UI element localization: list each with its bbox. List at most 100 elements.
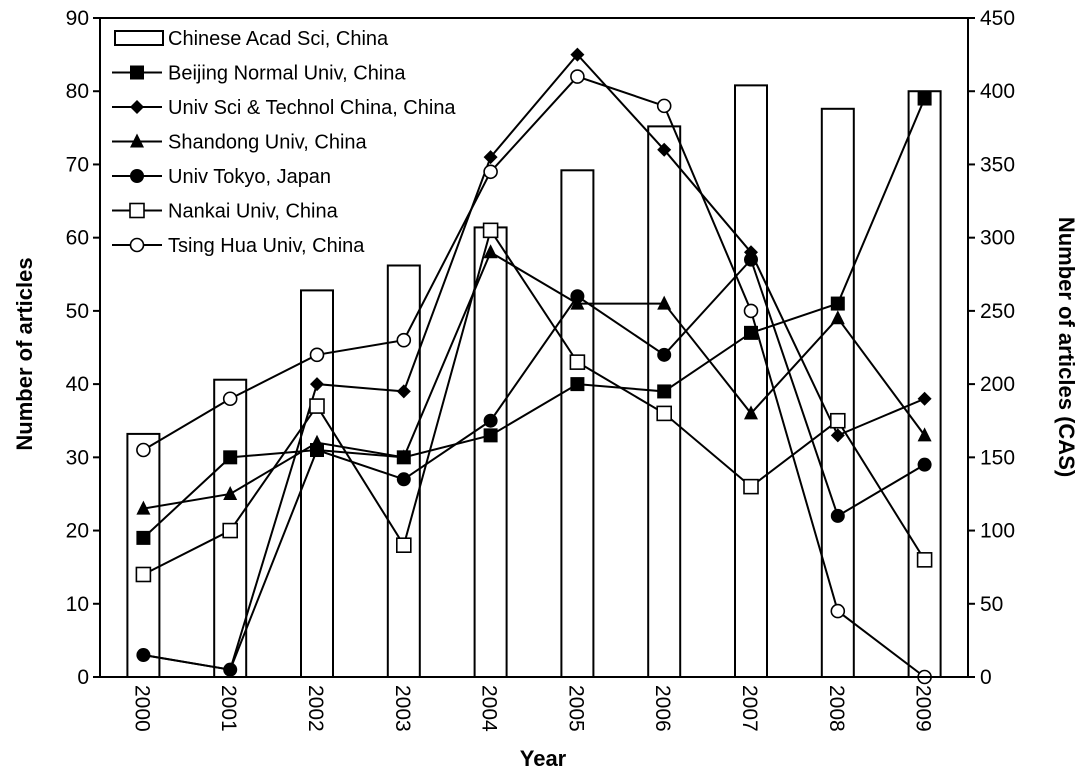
point-tsing-hua-univ-china-2001	[222, 391, 238, 407]
series-line-nankai-univ-china	[142, 227, 926, 576]
bar-2008	[820, 107, 855, 679]
point-beijing-normal-univ-china-2000	[136, 530, 151, 545]
bar-2005	[560, 169, 595, 678]
y2-tick-label: 50	[980, 593, 1003, 616]
point-nankai-univ-china-2000	[135, 566, 152, 583]
point-tsing-hua-univ-china-2005	[570, 69, 585, 84]
x-tick-label: 2008	[825, 685, 848, 732]
y-tick-label: 10	[66, 593, 89, 616]
lines-layer	[135, 47, 933, 685]
legend-marker-univ-sci-technol-china-china	[130, 100, 144, 114]
y-axis-title: Number of articles	[12, 257, 37, 450]
axes-layer: 0 10 20 30 40 50 60 70 80 90 0 50 100 150 200 250 300 350…	[66, 7, 1015, 732]
legend-label: Beijing Normal Univ, China	[168, 63, 406, 85]
y2-tick-label: 350	[980, 153, 1015, 176]
x-tick-label: 2004	[478, 685, 501, 732]
legend-swatch-chinese-acad-sci-china	[114, 30, 164, 46]
legend-marker-beijing-normal-univ-china	[130, 65, 144, 80]
point-tsing-hua-univ-china-2004	[483, 164, 498, 180]
series-line-univ-tokyo-japan	[143, 257, 926, 671]
y2-axis-title: Number of articles (CAS)	[1054, 217, 1079, 477]
point-tsing-hua-univ-china-2003	[396, 332, 412, 348]
legend: Chinese Acad Sci, China Beijing Normal Un…	[112, 28, 456, 257]
y-tick-label: 70	[66, 153, 89, 176]
point-beijing-normal-univ-china-2001	[223, 450, 238, 465]
y2-tick-label: 150	[980, 446, 1015, 469]
legend-label: Univ Tokyo, Japan	[168, 166, 331, 188]
legend-marker-tsing-hua-univ-china	[129, 237, 145, 253]
point-tsing-hua-univ-china-2000	[136, 442, 151, 458]
legend-marker-nankai-univ-china	[129, 202, 145, 219]
point-tsing-hua-univ-china-2008	[830, 603, 846, 619]
y2-tick-label: 100	[980, 520, 1015, 543]
point-univ-sci-technol-china-china-2005	[570, 47, 585, 62]
x-tick-label: 2005	[564, 685, 587, 732]
legend-label: Tsing Hua Univ, China	[168, 235, 365, 257]
series-line-shandong-univ-china	[143, 250, 926, 510]
y-tick-label: 60	[66, 227, 89, 250]
y2-tick-label: 200	[980, 373, 1015, 396]
point-nankai-univ-china-2002	[309, 398, 325, 414]
point-shandong-univ-china-2003	[396, 449, 411, 464]
point-univ-tokyo-japan-2002	[310, 443, 324, 458]
point-univ-sci-technol-china-china-2004	[483, 150, 498, 165]
point-shandong-univ-china-2001	[223, 485, 238, 500]
point-beijing-normal-univ-china-2005	[570, 377, 585, 392]
point-univ-sci-technol-china-china-2008	[830, 428, 845, 443]
legend-marker-univ-tokyo-japan	[130, 169, 144, 183]
series-line-tsing-hua-univ-china	[142, 75, 926, 678]
point-beijing-normal-univ-china-2006	[657, 384, 672, 399]
y-tick-label: 30	[66, 446, 89, 469]
point-univ-sci-technol-china-china-2006	[657, 142, 672, 157]
point-nankai-univ-china-2001	[222, 522, 238, 539]
bar-2009	[907, 90, 942, 678]
point-shandong-univ-china-2006	[657, 295, 672, 310]
point-univ-tokyo-japan-2003	[396, 472, 411, 487]
series-line-beijing-normal-univ-china	[142, 98, 926, 539]
point-univ-tokyo-japan-2005	[570, 289, 585, 304]
x-tick-label: 2003	[391, 685, 414, 732]
legend-label: Nankai Univ, China	[168, 201, 339, 223]
point-nankai-univ-china-2007	[743, 478, 759, 495]
y2-tick-label: 0	[980, 666, 992, 689]
y-tick-label: 0	[77, 666, 89, 689]
x-tick-label: 2006	[651, 685, 674, 732]
x-tick-label: 2002	[304, 685, 327, 732]
x-tick-label: 2009	[912, 685, 935, 732]
point-shandong-univ-china-2000	[136, 500, 151, 515]
point-beijing-normal-univ-china-2008	[830, 296, 845, 311]
point-nankai-univ-china-2006	[656, 405, 673, 422]
point-univ-tokyo-japan-2008	[830, 508, 845, 523]
point-univ-tokyo-japan-2004	[483, 413, 498, 428]
x-tick-label: 2000	[130, 685, 153, 732]
point-tsing-hua-univ-china-2006	[656, 98, 672, 114]
legend-label: Univ Sci & Technol China, China	[168, 97, 456, 119]
point-univ-tokyo-japan-2000	[136, 648, 151, 663]
bar-2007	[734, 84, 768, 678]
point-tsing-hua-univ-china-2007	[743, 303, 759, 319]
bar-2006	[647, 125, 682, 678]
point-univ-tokyo-japan-2001	[223, 662, 238, 677]
point-univ-tokyo-japan-2006	[657, 347, 672, 362]
point-beijing-normal-univ-china-2009	[917, 91, 932, 106]
point-beijing-normal-univ-china-2007	[744, 325, 758, 340]
y-tick-label: 50	[66, 300, 89, 323]
point-shandong-univ-china-2008	[830, 310, 845, 325]
bar-2000	[126, 432, 161, 678]
legend-marker-shandong-univ-china	[130, 133, 144, 148]
y-tick-label: 20	[66, 520, 89, 543]
bar-2004	[473, 226, 508, 678]
point-nankai-univ-china-2004	[482, 222, 499, 239]
point-shandong-univ-china-2004	[483, 244, 498, 259]
series-line-univ-sci-technol-china-china	[143, 53, 925, 671]
point-shandong-univ-china-2009	[917, 427, 932, 442]
point-univ-tokyo-japan-2007	[744, 252, 758, 267]
point-univ-sci-technol-china-china-2009	[917, 391, 932, 406]
y2-tick-label: 450	[980, 7, 1015, 30]
plot-frame	[99, 17, 969, 678]
y2-tick-label: 400	[980, 80, 1015, 103]
point-nankai-univ-china-2008	[829, 412, 846, 429]
point-tsing-hua-univ-china-2002	[309, 347, 325, 363]
